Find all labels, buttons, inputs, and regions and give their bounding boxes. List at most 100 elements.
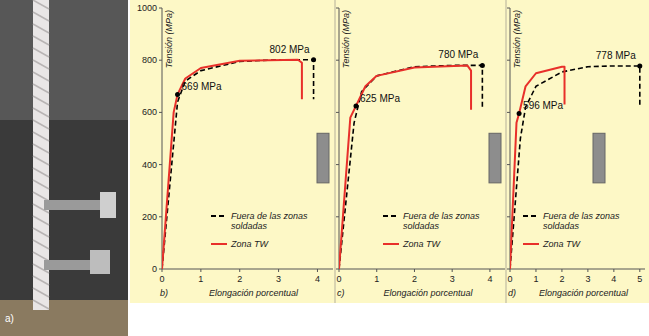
x-tick-label: 3 <box>276 274 281 284</box>
photo-strand <box>33 48 49 57</box>
photo-strand <box>33 132 49 141</box>
x-tick <box>414 269 415 272</box>
x-tick-label: 5 <box>637 274 642 284</box>
y-tick <box>507 60 510 61</box>
x-tick-label: 1 <box>533 274 538 284</box>
y-tick-label: 600 <box>142 107 157 117</box>
legend-swatch <box>383 215 399 217</box>
legend-swatch <box>383 243 399 245</box>
x-tick <box>561 269 562 272</box>
inset-photo <box>317 133 329 183</box>
photo: a) <box>0 0 128 336</box>
panel: 0123402004006008001000Tensión (MPa)b)Elo… <box>137 3 333 298</box>
photo-strand <box>33 300 49 309</box>
photo-strand <box>33 96 49 105</box>
legend-swatch <box>211 215 227 217</box>
y-tick <box>336 112 339 113</box>
x-tick <box>489 269 490 272</box>
x-axis-label: Elongación porcentual <box>383 288 473 298</box>
series-line <box>339 65 471 269</box>
annotation: 596 MPa <box>523 100 563 111</box>
legend: Fuera de las zonassoldadas Zona TW <box>211 211 308 249</box>
photo-strand <box>33 12 49 21</box>
x-tick <box>278 269 279 272</box>
y-tick <box>336 60 339 61</box>
photo-strand <box>33 252 49 261</box>
plot-area <box>339 63 485 269</box>
y-tick <box>159 60 162 61</box>
x-tick-label: 4 <box>487 274 492 284</box>
legend-swatch <box>523 215 539 217</box>
separator <box>506 0 507 303</box>
x-tick <box>376 269 377 272</box>
photo-strand <box>33 84 49 93</box>
x-tick-label: 0 <box>336 274 341 284</box>
photo-strand <box>33 216 49 225</box>
x-tick-label: 2 <box>412 274 417 284</box>
photo-strand <box>33 144 49 153</box>
series-line <box>162 60 314 269</box>
photo-sensor <box>90 250 110 274</box>
x-tick <box>587 269 588 272</box>
annotation: 780 MPa <box>438 49 478 60</box>
x-axis-label: Elongación porcentual <box>209 288 299 298</box>
y-tick <box>507 8 510 9</box>
y-tick <box>159 164 162 165</box>
photo-base <box>0 300 128 336</box>
legend: Fuera de las zonassoldadas Zona TW <box>383 211 480 249</box>
y-tick-label: 400 <box>142 160 157 170</box>
series-line <box>162 60 302 269</box>
y-axis-label: Tensión (MPa) <box>164 10 174 68</box>
photo-strand <box>33 24 49 33</box>
photo-strand <box>33 180 49 189</box>
y-tick-label: 200 <box>142 212 157 222</box>
legend-swatch <box>523 243 539 245</box>
legend-label: Zona TW <box>402 239 442 249</box>
x-tick-label: 3 <box>450 274 455 284</box>
y-tick <box>507 269 510 270</box>
y-tick <box>336 269 339 270</box>
photo-label: a) <box>5 313 14 324</box>
separator <box>335 0 336 303</box>
legend: Fuera de las zonassoldadasZona TW <box>523 211 620 249</box>
panel-label: d) <box>508 288 516 298</box>
y-axis <box>162 8 163 269</box>
y-tick <box>336 164 339 165</box>
plot-area <box>510 63 642 269</box>
x-tick <box>639 269 640 272</box>
x-tick-label: 2 <box>237 274 242 284</box>
chart-bg <box>130 0 649 303</box>
x-tick <box>317 269 318 272</box>
photo-strand <box>33 108 49 117</box>
x-axis-label: Elongación porcentual <box>539 288 629 298</box>
x-tick-label: 3 <box>585 274 590 284</box>
photo-clamp <box>44 200 108 210</box>
x-tick-label: 4 <box>315 274 320 284</box>
x-tick-label: 1 <box>198 274 203 284</box>
legend-swatch <box>211 243 227 245</box>
legend-label: Zona TW <box>230 239 270 249</box>
x-tick <box>535 269 536 272</box>
photo-bg-top <box>0 0 128 120</box>
panel-label: c) <box>337 288 345 298</box>
annotation-dot <box>175 92 180 97</box>
y-axis <box>339 8 340 269</box>
figure: a)0123402004006008001000Tensión (MPa)b)E… <box>0 0 649 336</box>
legend-label: Fuera de las zonassoldadas <box>403 211 480 231</box>
y-tick <box>507 112 510 113</box>
annotation-dot <box>637 63 642 68</box>
series-line <box>510 66 640 269</box>
annotation-dot <box>311 57 316 62</box>
photo-strand <box>33 36 49 45</box>
annotation: 669 MPa <box>182 81 222 92</box>
photo-strand <box>33 156 49 165</box>
x-tick-label: 2 <box>559 274 564 284</box>
annotation: 802 MPa <box>270 44 310 55</box>
photo-strand <box>33 120 49 129</box>
photo-strand <box>33 240 49 249</box>
x-tick <box>613 269 614 272</box>
photo-strand <box>33 228 49 237</box>
x-tick <box>239 269 240 272</box>
legend-label: Fuera de las zonassoldadas <box>231 211 308 231</box>
series-line <box>339 65 482 269</box>
